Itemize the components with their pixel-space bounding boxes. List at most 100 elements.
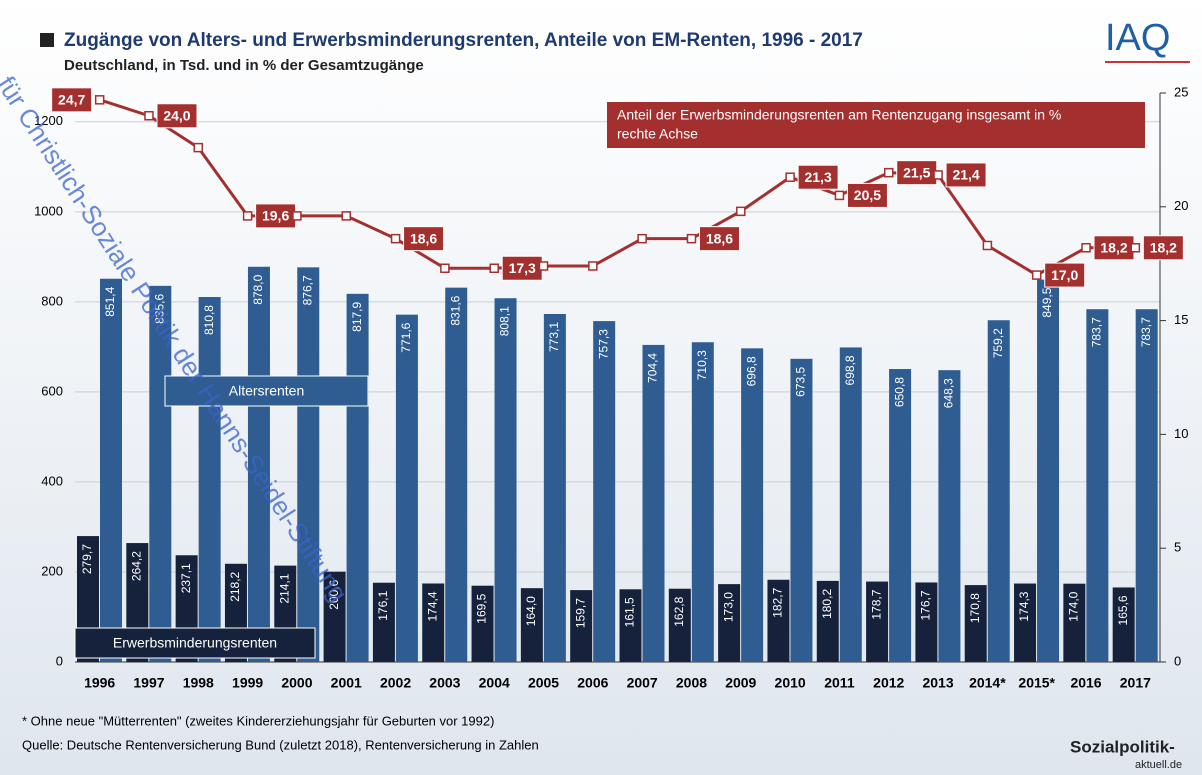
line-marker [982, 240, 993, 251]
value-label-box [51, 87, 93, 113]
bar-value-label: 817,9 [350, 301, 364, 331]
y2-tick-label: 0 [1174, 653, 1181, 668]
legend-label: Altersrenten [229, 383, 304, 399]
bar [816, 580, 839, 662]
line-marker [440, 263, 450, 274]
bar-value-label: 180,2 [820, 589, 834, 619]
line-marker [341, 211, 351, 221]
bar-value-label: 648,3 [942, 378, 956, 408]
x-tick-label: 2012 [873, 675, 904, 691]
y2-tick-label: 20 [1174, 198, 1188, 213]
bar [1112, 587, 1135, 662]
bar [346, 293, 369, 662]
bar-value-label: 178,7 [869, 589, 883, 619]
x-tick-label: 2000 [281, 675, 312, 691]
x-tick-label: 2004 [479, 675, 510, 691]
y-tick-label: 1200 [34, 113, 63, 128]
bar-value-label: 650,8 [892, 377, 906, 407]
value-label-box [403, 226, 445, 252]
bar [839, 347, 862, 662]
bar [100, 278, 122, 662]
bar [767, 579, 790, 662]
bar [372, 582, 395, 662]
line-marker [785, 172, 795, 182]
line-marker [242, 211, 253, 221]
bar-value-label: 174,3 [1017, 591, 1031, 621]
line-marker [538, 261, 549, 271]
bar-value-label: 810,8 [202, 305, 216, 335]
x-tick-label: 2009 [725, 675, 756, 691]
bar-value-label: 237,1 [179, 563, 193, 593]
legend-label: Erwerbsminderungsrenten [113, 635, 277, 651]
bar [323, 571, 346, 662]
line-marker [144, 111, 154, 121]
value-label-box [1142, 235, 1184, 261]
bar [642, 344, 665, 662]
line-marker [390, 233, 401, 244]
x-tick-label: 2003 [429, 675, 460, 691]
line-marker [193, 142, 204, 153]
bar [1037, 279, 1060, 662]
x-tick-label: 2007 [627, 675, 658, 691]
line-marker [686, 233, 697, 244]
bar-value-label: 164,0 [524, 596, 538, 626]
bar-value-label: 698,8 [843, 355, 857, 385]
bar [247, 266, 270, 662]
line-marker [588, 261, 598, 271]
bar-value-label: 759,2 [991, 328, 1005, 358]
y-tick-label: 200 [41, 563, 63, 578]
logo2: Sozialpolitik- [1070, 737, 1175, 756]
bar-value-label: 174,0 [1067, 591, 1081, 621]
y2-tick-label: 25 [1174, 84, 1188, 99]
y-tick-label: 1000 [34, 203, 63, 218]
bar-value-label: 773,1 [547, 322, 561, 352]
bar [718, 584, 741, 662]
bar-value-label: 174,4 [425, 591, 439, 621]
bar-value-label: 808,1 [498, 306, 512, 336]
bar [964, 585, 987, 662]
y2-tick-label: 5 [1174, 540, 1181, 555]
value-label-box [797, 164, 839, 190]
bar-value-label: 218,2 [228, 571, 242, 601]
bar [915, 582, 938, 662]
x-tick-label: 2001 [331, 675, 362, 691]
line-value-label: 17,3 [509, 260, 536, 276]
bar-value-label: 783,7 [1139, 317, 1153, 347]
x-tick-label: 2002 [380, 675, 411, 691]
bar-value-label: 161,5 [623, 597, 637, 627]
x-tick-label: 1998 [183, 675, 214, 691]
bar [1135, 309, 1158, 662]
bar-value-label: 851,4 [103, 286, 117, 316]
bar-value-label: 704,4 [646, 353, 660, 383]
value-label-box [945, 162, 987, 188]
y-tick-label: 800 [41, 293, 63, 308]
bar-value-label: 176,7 [919, 590, 933, 620]
line-value-label: 24,7 [58, 92, 85, 108]
bar-value-label: 165,6 [1116, 595, 1130, 625]
line-value-label: 21,3 [804, 169, 831, 185]
bar-value-label: 200,6 [327, 579, 341, 609]
y2-tick-label: 15 [1174, 312, 1188, 327]
footnote: * Ohne neue "Mütterrenten" (zweites Kind… [22, 713, 494, 728]
bar [938, 370, 961, 662]
line-marker [292, 211, 302, 221]
x-tick-label: 2006 [577, 675, 608, 691]
bar-value-label: 159,7 [573, 598, 587, 628]
line-marker [637, 233, 647, 244]
bar [1014, 583, 1037, 662]
bar [741, 348, 764, 662]
value-label-box [896, 160, 938, 186]
bar [445, 287, 468, 662]
line-marker [1081, 243, 1091, 253]
bar [395, 314, 418, 662]
y2-tick-label: 10 [1174, 426, 1188, 441]
legend-box [607, 102, 1145, 148]
x-tick-label: 1997 [133, 675, 164, 691]
bar [422, 583, 445, 662]
line-note: rechte Achse [617, 126, 698, 142]
x-tick-label: 2015* [1018, 675, 1055, 691]
line-value-label: 19,6 [262, 208, 289, 224]
bar-value-label: 173,0 [721, 592, 735, 622]
bar [297, 267, 320, 662]
legend-label: Anteil der Erwerbsminderungsrenten am Re… [617, 107, 1061, 123]
